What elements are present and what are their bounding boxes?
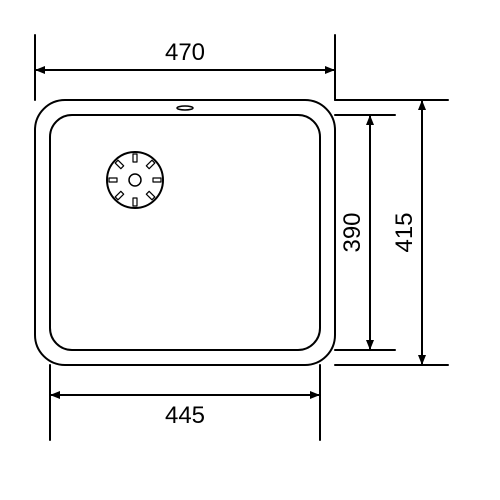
dim-top-label: 470 xyxy=(165,39,205,66)
drain-icon xyxy=(107,152,163,208)
dim-right-inner-label: 390 xyxy=(339,212,366,252)
inner-rect xyxy=(50,115,320,350)
dim-bottom-label: 445 xyxy=(165,402,205,429)
outer-rect xyxy=(35,100,335,365)
overflow-slot xyxy=(177,106,193,110)
dimension-drawing: 470 445 390 415 xyxy=(0,0,500,500)
dim-right-outer-label: 415 xyxy=(391,212,418,252)
